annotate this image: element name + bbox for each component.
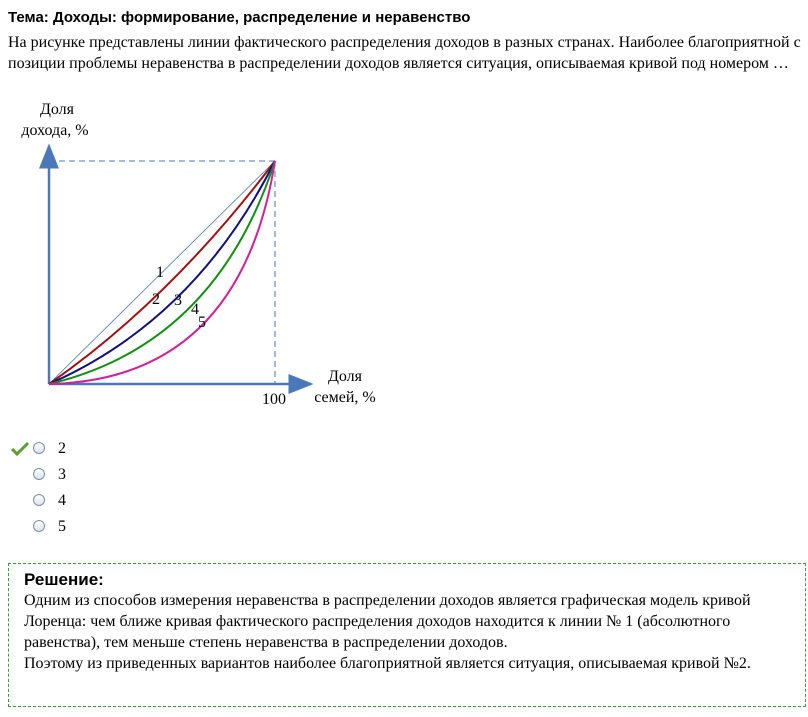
option-label: 4 bbox=[58, 492, 66, 509]
x-label: Доля bbox=[328, 368, 363, 385]
lorenz-diagram: Доля дохода, % Доля семей, % 100 1 2 3 4… bbox=[21, 101, 376, 408]
solution-heading: Решение: bbox=[24, 570, 104, 589]
solution-text: Поэтому из приведенных вариантов наиболе… bbox=[24, 655, 751, 672]
option-label: 2 bbox=[58, 440, 66, 457]
curve-1 bbox=[48, 160, 276, 385]
y-label: Доля bbox=[40, 101, 75, 118]
question-text: На рисунке представлены линии фактическо… bbox=[8, 34, 801, 72]
option[interactable]: 3 bbox=[33, 466, 66, 484]
curve-4 bbox=[48, 160, 276, 385]
topic-title: Тема: Доходы: формирование, распределени… bbox=[8, 9, 471, 26]
curve-label: 3 bbox=[174, 292, 182, 309]
x-label: семей, % bbox=[314, 389, 376, 406]
curve-label: 4 bbox=[191, 301, 199, 318]
option-label: 3 bbox=[58, 466, 66, 483]
correct-check bbox=[10, 441, 30, 457]
option-label: 5 bbox=[58, 518, 66, 535]
curve-label: 2 bbox=[152, 291, 160, 308]
option[interactable]: 2 bbox=[33, 440, 66, 458]
option[interactable]: 4 bbox=[33, 492, 66, 510]
curve-label: 1 bbox=[156, 264, 164, 281]
curve-2 bbox=[48, 160, 276, 385]
curve-3 bbox=[48, 160, 276, 385]
x-end-label: 100 bbox=[262, 391, 286, 408]
curve-5 bbox=[48, 160, 276, 385]
solution-box: Решение: Одним из способов измерения нер… bbox=[8, 563, 806, 707]
option[interactable]: 5 bbox=[33, 518, 66, 536]
y-label: дохода, % bbox=[21, 122, 88, 139]
solution-text: Одним из способов измерения неравенства … bbox=[24, 592, 751, 651]
curve-label: 5 bbox=[198, 314, 206, 331]
